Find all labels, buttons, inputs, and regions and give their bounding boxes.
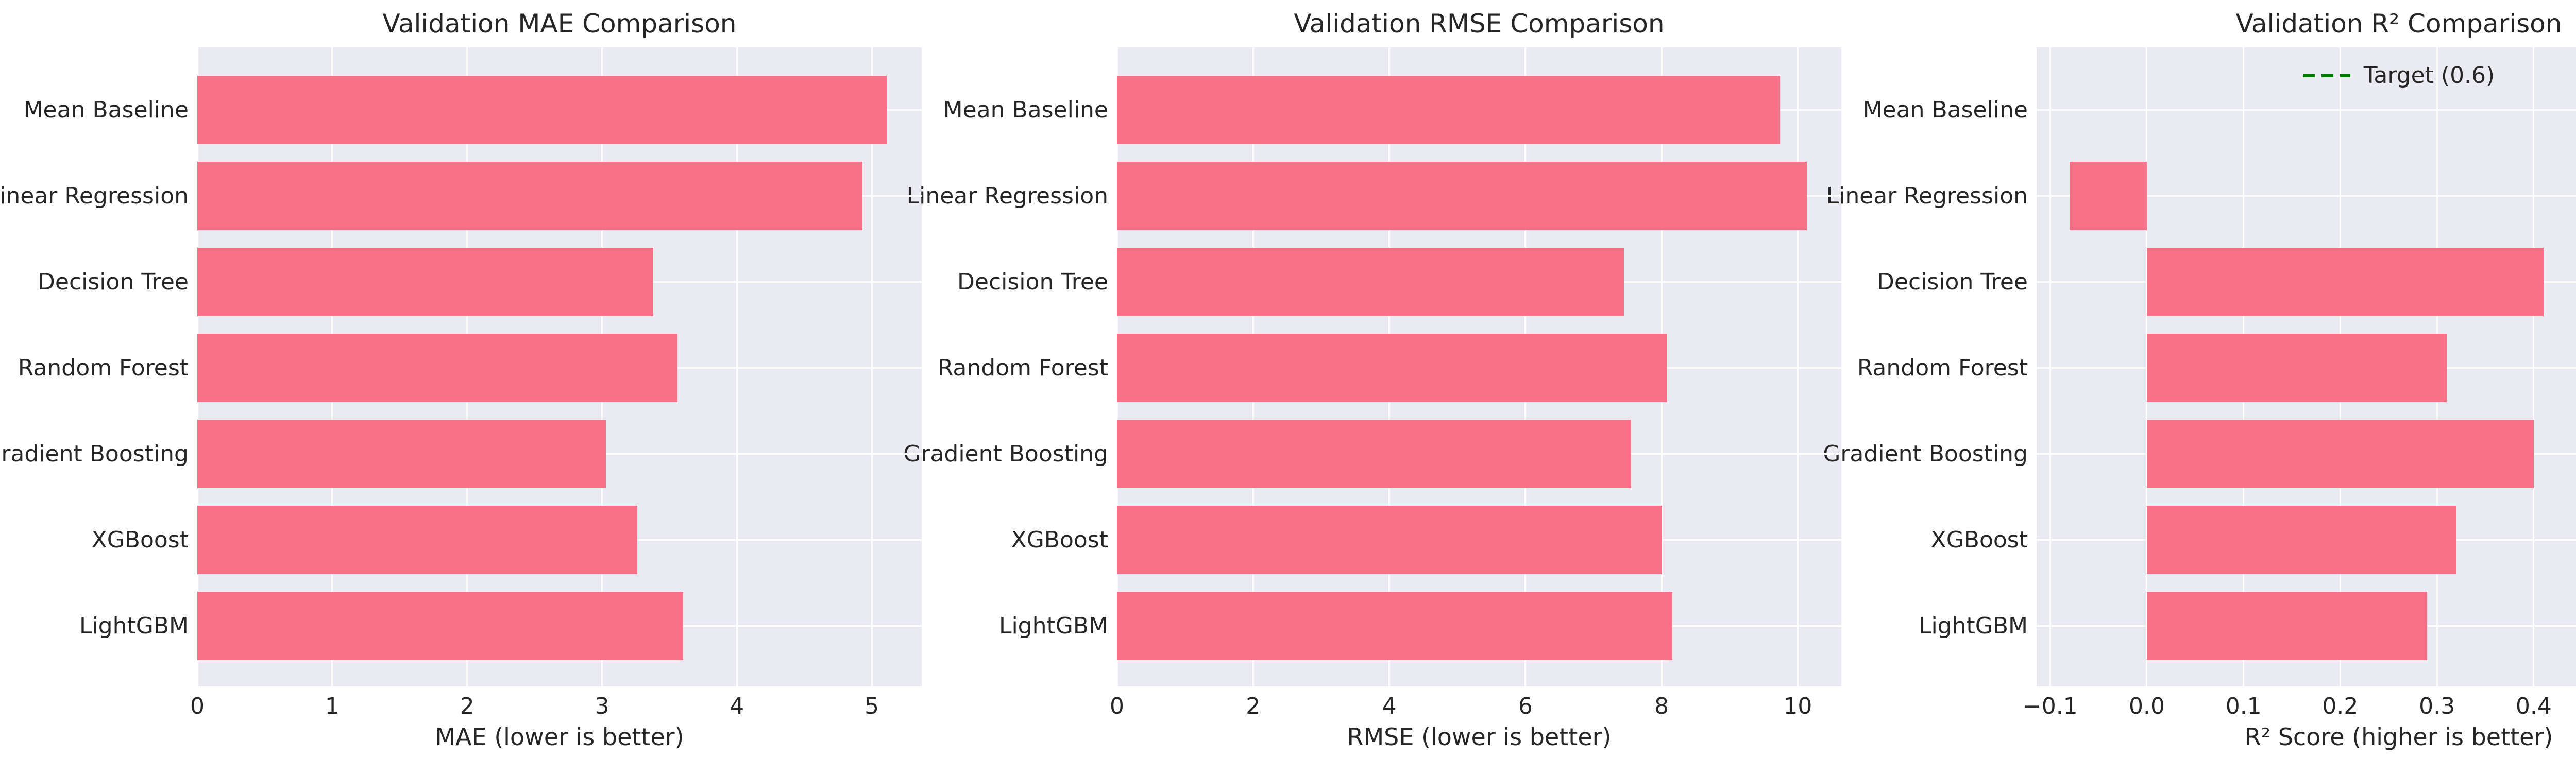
x-tick-label: 1 <box>325 693 340 719</box>
bar-lightgbm <box>197 592 683 660</box>
bar-decision-tree <box>1117 248 1624 316</box>
x-tick-label: 0.4 <box>2515 693 2552 719</box>
x-tick-label: 3 <box>595 693 609 719</box>
plot-area <box>196 47 922 686</box>
x-tick-label: 2 <box>1246 693 1261 719</box>
x-tick-label: 6 <box>1518 693 1533 719</box>
y-tick-label: Mean Baseline <box>23 96 189 123</box>
x-gridline <box>1797 47 1799 686</box>
y-tick-label: Random Forest <box>937 354 1108 381</box>
x-axis-label: MAE (lower is better) <box>435 723 684 751</box>
y-tick-label: Decision Tree <box>1877 268 2028 295</box>
x-tick-label: 8 <box>1654 693 1669 719</box>
legend-label: Target (0.6) <box>2363 62 2495 89</box>
x-gridline <box>2049 47 2051 686</box>
x-axis-label: R² Score (higher is better) <box>2244 723 2553 751</box>
x-tick-label: 0.2 <box>2322 693 2359 719</box>
x-tick-label: 4 <box>1382 693 1397 719</box>
y-gridline <box>2037 195 2576 197</box>
y-tick-label: Gradient Boosting <box>1823 440 2028 467</box>
chart-title: Validation MAE Comparison <box>382 9 737 39</box>
x-gridline <box>736 47 738 686</box>
x-tick-label: 2 <box>460 693 474 719</box>
y-tick-label: Mean Baseline <box>1862 96 2028 123</box>
bar-decision-tree <box>197 248 653 316</box>
x-tick-label: 5 <box>865 693 879 719</box>
plot-area: Target (0.6) <box>2037 47 2576 686</box>
bar-mean-baseline <box>1117 76 1781 144</box>
y-tick-label: LightGBM <box>1918 612 2028 639</box>
chart-title: Validation R² Comparison <box>2235 9 2562 39</box>
x-tick-label: 0.3 <box>2419 693 2455 719</box>
x-tick-label: 0.0 <box>2128 693 2165 719</box>
y-gridline <box>2037 109 2576 111</box>
legend-dashed-line-sample <box>2302 74 2350 77</box>
y-tick-label: Gradient Boosting <box>903 440 1108 467</box>
y-tick-label: Linear Regression <box>1826 182 2028 209</box>
x-axis-label: RMSE (lower is better) <box>1347 723 1612 751</box>
x-tick-label: 0 <box>1110 693 1124 719</box>
bar-xgboost <box>197 506 637 574</box>
bar-mean-baseline <box>197 76 887 144</box>
y-tick-label: XGBoost <box>1011 526 1108 553</box>
y-tick-label: Decision Tree <box>38 268 189 295</box>
x-tick-label: −0.1 <box>2022 693 2078 719</box>
bar-random-forest <box>197 334 678 402</box>
bar-lightgbm <box>2146 592 2428 660</box>
bar-random-forest <box>1117 334 1667 402</box>
bar-linear-regression <box>197 162 862 230</box>
y-tick-label: Linear Regression <box>0 182 189 209</box>
y-tick-label: Gradient Boosting <box>0 440 189 467</box>
plot-area <box>1116 47 1841 686</box>
bar-lightgbm <box>1117 592 1673 660</box>
y-tick-label: LightGBM <box>79 612 189 639</box>
y-tick-label: XGBoost <box>1930 526 2028 553</box>
bar-xgboost <box>1117 506 1663 574</box>
x-gridline <box>871 47 873 686</box>
x-tick-label: 10 <box>1783 693 1812 719</box>
bar-gradient-boosting <box>2146 420 2534 488</box>
y-tick-label: LightGBM <box>998 612 1108 639</box>
y-tick-label: Random Forest <box>18 354 189 381</box>
bar-gradient-boosting <box>1117 420 1631 488</box>
y-tick-label: Mean Baseline <box>943 96 1108 123</box>
bar-linear-regression <box>2069 162 2147 230</box>
bar-gradient-boosting <box>197 420 606 488</box>
bar-random-forest <box>2146 334 2447 402</box>
bar-xgboost <box>2146 506 2456 574</box>
y-tick-label: XGBoost <box>91 526 189 553</box>
x-tick-label: 0 <box>190 693 205 719</box>
y-tick-label: Decision Tree <box>957 268 1108 295</box>
x-gridline <box>2533 47 2535 686</box>
bar-decision-tree <box>2146 248 2544 316</box>
chart-title: Validation RMSE Comparison <box>1294 9 1665 39</box>
y-tick-label: Random Forest <box>1857 354 2028 381</box>
legend: Target (0.6) <box>2302 62 2495 90</box>
bar-linear-regression <box>1117 162 1807 230</box>
x-tick-label: 4 <box>730 693 744 719</box>
x-tick-label: 0.1 <box>2225 693 2262 719</box>
y-tick-label: Linear Regression <box>906 182 1108 209</box>
